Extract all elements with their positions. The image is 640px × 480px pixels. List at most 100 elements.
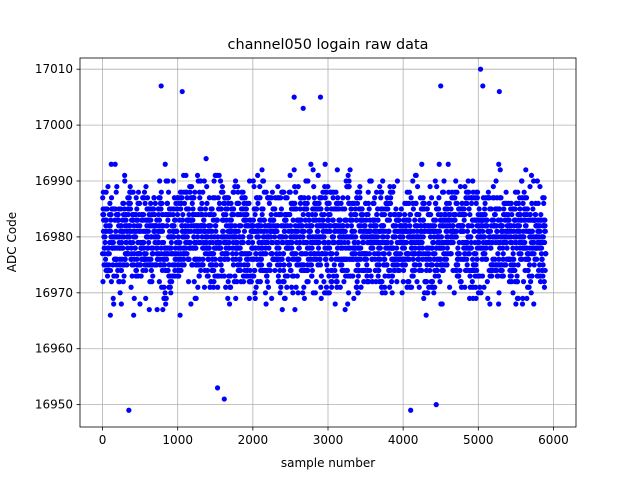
data-point bbox=[117, 279, 123, 285]
data-point bbox=[343, 217, 349, 223]
data-point bbox=[342, 306, 348, 313]
data-point bbox=[221, 396, 227, 402]
data-point bbox=[141, 189, 148, 195]
x-axis-label: sample number bbox=[281, 456, 375, 470]
data-point bbox=[317, 262, 324, 268]
data-point bbox=[416, 211, 422, 218]
data-point bbox=[327, 228, 333, 234]
data-point bbox=[341, 279, 347, 285]
data-point bbox=[381, 251, 387, 257]
data-point bbox=[461, 217, 467, 223]
data-point bbox=[510, 245, 516, 251]
data-point bbox=[301, 228, 307, 234]
data-point bbox=[511, 256, 517, 262]
data-point bbox=[113, 189, 119, 195]
data-point bbox=[495, 251, 501, 257]
data-point bbox=[515, 189, 521, 195]
data-point bbox=[352, 206, 358, 212]
data-point bbox=[338, 200, 344, 206]
data-point bbox=[126, 195, 132, 201]
data-point bbox=[382, 290, 388, 296]
data-point bbox=[511, 262, 517, 268]
data-point bbox=[127, 234, 133, 240]
data-point bbox=[295, 228, 301, 234]
data-point bbox=[292, 200, 298, 206]
data-point bbox=[499, 223, 505, 229]
data-point bbox=[155, 234, 161, 240]
data-point bbox=[416, 284, 422, 290]
data-point bbox=[466, 206, 472, 212]
data-point bbox=[181, 262, 187, 268]
data-point bbox=[488, 245, 494, 251]
data-point bbox=[460, 228, 467, 234]
data-point bbox=[501, 206, 507, 212]
data-point bbox=[329, 284, 335, 290]
data-point bbox=[411, 228, 417, 234]
data-point bbox=[386, 217, 393, 223]
data-point bbox=[143, 267, 149, 274]
data-point bbox=[453, 234, 459, 240]
data-point bbox=[524, 206, 531, 212]
data-point bbox=[427, 183, 433, 190]
data-point bbox=[226, 239, 232, 246]
data-point bbox=[312, 211, 319, 218]
data-point bbox=[438, 83, 444, 89]
data-point bbox=[252, 211, 258, 218]
data-point bbox=[242, 195, 248, 201]
data-point bbox=[259, 167, 265, 173]
data-point bbox=[288, 267, 294, 274]
data-point bbox=[496, 290, 502, 296]
data-point bbox=[496, 88, 502, 95]
data-point bbox=[174, 211, 181, 218]
data-point bbox=[135, 217, 141, 223]
data-point bbox=[127, 200, 133, 206]
data-point bbox=[420, 234, 426, 240]
data-point bbox=[448, 251, 454, 257]
data-point bbox=[212, 256, 218, 262]
data-point bbox=[462, 183, 468, 190]
data-point bbox=[148, 200, 154, 206]
data-point bbox=[406, 200, 412, 206]
data-point bbox=[469, 279, 475, 285]
data-point bbox=[436, 195, 442, 201]
data-point bbox=[540, 262, 546, 268]
y-tick-label: 16950 bbox=[35, 398, 73, 412]
data-point bbox=[317, 94, 324, 100]
data-point bbox=[393, 206, 399, 212]
data-point bbox=[365, 189, 371, 195]
data-point bbox=[231, 189, 237, 195]
data-point bbox=[168, 245, 174, 251]
data-point bbox=[433, 402, 439, 408]
data-point bbox=[101, 211, 107, 218]
data-point bbox=[167, 284, 173, 290]
data-point bbox=[467, 273, 473, 279]
data-point bbox=[393, 223, 399, 229]
data-point bbox=[332, 301, 338, 307]
data-point bbox=[226, 301, 233, 307]
data-point bbox=[520, 200, 526, 206]
data-point bbox=[200, 256, 206, 262]
data-point bbox=[202, 206, 209, 212]
data-point bbox=[142, 200, 148, 206]
data-point bbox=[146, 239, 152, 246]
data-point bbox=[196, 273, 202, 279]
data-point bbox=[512, 267, 518, 274]
data-point bbox=[327, 211, 333, 218]
data-point bbox=[473, 200, 479, 206]
data-point bbox=[357, 195, 363, 201]
data-point bbox=[370, 245, 376, 251]
x-tick-label: 6000 bbox=[538, 433, 569, 447]
data-point bbox=[154, 306, 160, 313]
data-point bbox=[268, 195, 274, 201]
data-point bbox=[197, 178, 204, 184]
data-point bbox=[164, 200, 171, 206]
data-point bbox=[493, 267, 500, 274]
data-point bbox=[191, 195, 197, 201]
data-point bbox=[266, 245, 272, 251]
data-point bbox=[394, 178, 401, 184]
data-point bbox=[113, 228, 119, 234]
data-point bbox=[349, 217, 355, 223]
data-point bbox=[270, 239, 276, 246]
data-point bbox=[447, 284, 453, 290]
